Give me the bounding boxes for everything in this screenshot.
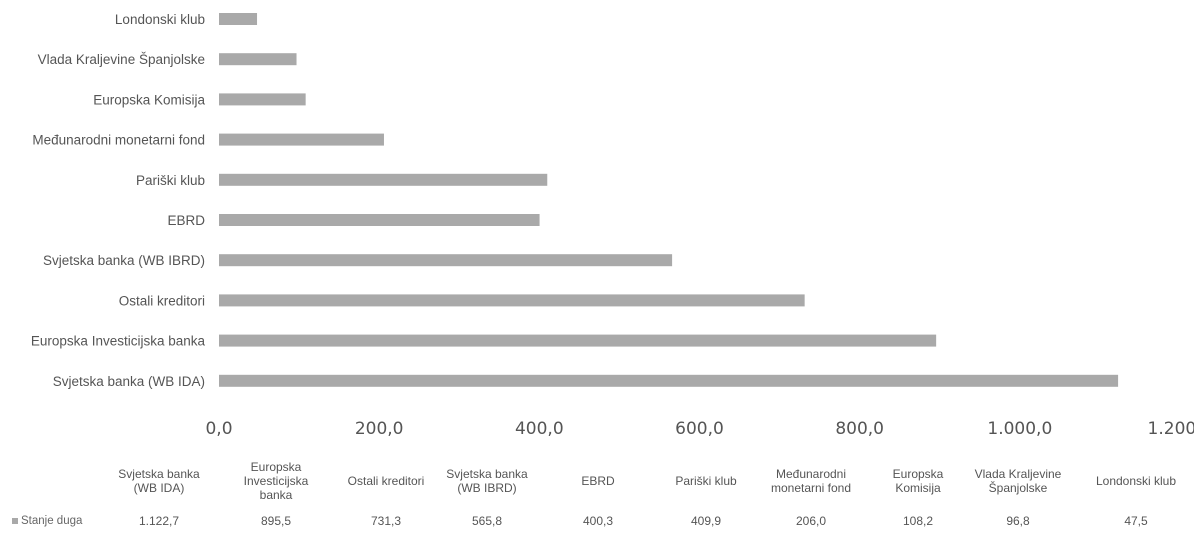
table-column-header: Europska Komisija <box>864 452 972 510</box>
bar <box>219 13 257 25</box>
series-name: Stanje duga <box>21 515 82 527</box>
category-label: EBRD <box>167 213 205 228</box>
debt-bar-chart: Londonski klub Vlada Kraljevine Španjolsk… <box>0 0 1194 452</box>
table-column-header: Međunarodni monetarni fond <box>757 452 865 510</box>
bar <box>219 93 306 105</box>
bar <box>219 214 540 226</box>
data-table: Svjetska banka (WB IDA) Europska Investicij… <box>0 452 1194 533</box>
table-cell: 400,3 <box>544 511 652 531</box>
x-tick-label: 1.000,0 <box>987 419 1052 439</box>
category-labels: Londonski klub Vlada Kraljevine Španjolsk… <box>31 12 206 389</box>
category-label: Pariški klub <box>136 173 205 188</box>
table-cell: 409,9 <box>652 511 760 531</box>
table-cell: 895,5 <box>222 511 330 531</box>
table-cell: 206,0 <box>757 511 865 531</box>
x-tick-label: 200,0 <box>355 419 404 439</box>
x-axis-tick-labels: 0,0 200,0 400,0 600,0 800,0 1.000,0 1.200,0 <box>205 419 1194 439</box>
bar <box>219 254 672 266</box>
table-row-label: Stanje duga <box>12 511 82 531</box>
table-cell: 1.122,7 <box>105 511 213 531</box>
bar <box>219 174 547 186</box>
table-column-header: EBRD <box>544 452 652 510</box>
table-column-header: Pariški klub <box>652 452 760 510</box>
category-label: Svjetska banka (WB IBRD) <box>43 253 205 268</box>
category-label: Europska Komisija <box>93 92 205 107</box>
table-cell: 108,2 <box>864 511 972 531</box>
table-cell: 47,5 <box>1082 511 1190 531</box>
x-tick-label: 0,0 <box>205 419 232 439</box>
table-column-header: Londonski klub <box>1082 452 1190 510</box>
table-column-header: Svjetska banka (WB IDA) <box>105 452 213 510</box>
table-column-header: Svjetska banka (WB IBRD) <box>433 452 541 510</box>
x-tick-label: 400,0 <box>515 419 564 439</box>
category-label: Međunarodni monetarni fond <box>32 133 205 148</box>
bar <box>219 53 297 65</box>
bar <box>219 335 936 347</box>
category-label: Ostali kreditori <box>119 293 205 308</box>
category-label: Vlada Kraljevine Španjolske <box>38 52 205 67</box>
category-label: Europska Investicijska banka <box>31 334 206 349</box>
table-column-header: Vlada Kraljevine Španjolske <box>964 452 1072 510</box>
table-cell: 565,8 <box>433 511 541 531</box>
category-label: Svjetska banka (WB IDA) <box>53 374 205 389</box>
category-label: Londonski klub <box>115 12 205 27</box>
table-column-header: Europska Investicijska banka <box>222 452 330 510</box>
bars <box>219 13 1118 387</box>
bar <box>219 134 384 146</box>
table-column-header: Ostali kreditori <box>332 452 440 510</box>
x-tick-label: 800,0 <box>835 419 884 439</box>
x-tick-label: 1.200,0 <box>1148 419 1194 439</box>
x-tick-label: 600,0 <box>675 419 724 439</box>
legend-swatch <box>12 518 18 524</box>
table-cell: 731,3 <box>332 511 440 531</box>
table-cell: 96,8 <box>964 511 1072 531</box>
bar <box>219 375 1118 387</box>
bar <box>219 294 805 306</box>
